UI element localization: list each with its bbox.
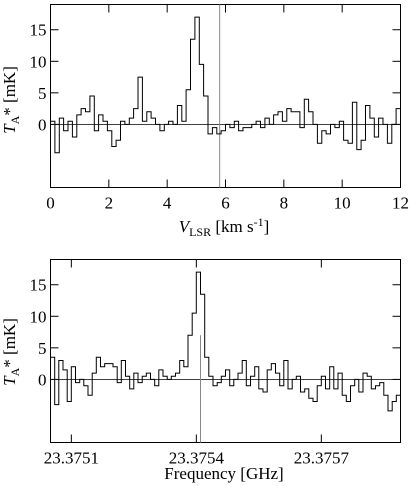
bot-x-tick-label: 23.3757 xyxy=(294,449,350,468)
bottom-ylabel-rest: * [mK] xyxy=(0,318,19,368)
top-y-axis-label: TA* [mK] xyxy=(0,66,22,134)
bottom-plot-frame xyxy=(50,259,401,443)
top-y-ticks: 0 5 10 15 xyxy=(30,21,401,134)
top-x-tick-label: 0 xyxy=(46,194,55,213)
bottom-ylabel-sub: A xyxy=(8,367,22,376)
top-x-ticks: 0 2 4 6 8 10 12 xyxy=(46,4,409,213)
velocity-spectrum-panel: 0 2 4 6 8 10 12 0 5 10 15 TA* [mK] VLSR [km s-1] xyxy=(0,4,409,239)
top-y-tick-label: 10 xyxy=(30,52,47,71)
top-xlabel-close: ] xyxy=(264,217,270,236)
bot-x-tick-label: 23.3754 xyxy=(169,449,225,468)
top-spectrum-series xyxy=(50,16,401,154)
bottom-spectrum-series xyxy=(50,271,401,412)
top-y-tick-label: 15 xyxy=(30,21,47,40)
top-x-tick-label: 8 xyxy=(280,194,289,213)
bot-y-tick-label: 5 xyxy=(38,339,47,358)
top-plot-frame xyxy=(50,4,401,188)
top-ylabel-sub: A xyxy=(8,115,22,124)
top-x-axis-label: VLSR [km s-1] xyxy=(179,215,270,239)
top-x-tick-label: 12 xyxy=(392,194,409,213)
top-x-tick-label: 2 xyxy=(105,194,114,213)
bot-y-tick-label: 15 xyxy=(30,276,47,295)
bottom-y-axis-label: TA* [mK] xyxy=(0,318,22,386)
top-y-tick-label: 5 xyxy=(38,84,47,103)
bottom-ylabel-main: T xyxy=(0,375,19,386)
top-x-tick-label: 4 xyxy=(163,194,172,213)
top-x-tick-label: 6 xyxy=(221,194,230,213)
top-ylabel-rest: * [mK] xyxy=(0,66,19,116)
top-xlabel-exp: -1 xyxy=(254,215,264,229)
top-xlabel-sub: LSR xyxy=(189,225,211,239)
bot-y-tick-label: 0 xyxy=(38,370,47,389)
top-x-tick-label: 10 xyxy=(334,194,351,213)
top-xlabel-unit: [km s xyxy=(211,217,254,236)
bot-y-tick-label: 10 xyxy=(30,307,47,326)
svg-text:TA* [mK]: TA* [mK] xyxy=(0,66,22,134)
top-ylabel-main: T xyxy=(0,123,19,134)
bottom-y-ticks: 0 5 10 15 xyxy=(30,276,401,389)
bottom-x-axis-label: Frequency [GHz] xyxy=(164,464,283,483)
frequency-spectrum-panel: 23.3751 23.3754 23.3757 0 5 10 15 TA* [mK] Fr… xyxy=(0,259,401,483)
bot-x-tick-label: 23.3751 xyxy=(44,449,99,468)
bottom-x-ticks: 23.3751 23.3754 23.3757 xyxy=(44,259,350,468)
svg-text:TA* [mK]: TA* [mK] xyxy=(0,318,22,386)
top-y-tick-label: 0 xyxy=(38,115,47,134)
top-xlabel-main: V xyxy=(179,217,192,236)
